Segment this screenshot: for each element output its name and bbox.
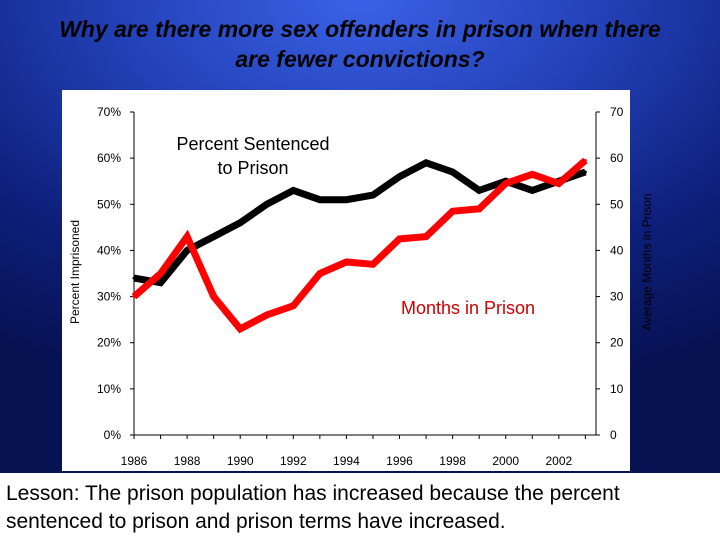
data-point-percent-sentenced xyxy=(132,276,136,280)
series-layer xyxy=(131,157,588,334)
right-axis-title: Average Months in Prison xyxy=(640,193,654,330)
left-tick-label: 10% xyxy=(97,382,121,396)
x-tick-label: 2000 xyxy=(492,454,519,468)
data-point-percent-sentenced xyxy=(530,188,534,192)
right-tick-label: 0 xyxy=(610,428,617,442)
data-point-months-in-prison xyxy=(318,272,322,275)
x-tick-label: 1994 xyxy=(333,454,360,468)
right-tick-label: 50 xyxy=(610,197,624,211)
chart-axes xyxy=(133,112,597,436)
x-tick-label: 1998 xyxy=(439,454,466,468)
data-point-months-in-prison xyxy=(291,304,295,308)
right-tick-label: 20 xyxy=(610,336,624,350)
data-point-percent-sentenced xyxy=(291,188,295,192)
left-axis-title: Percent Imprisoned xyxy=(68,220,82,324)
data-point-months-in-prison xyxy=(530,172,534,176)
right-tick-label: 40 xyxy=(610,243,624,257)
left-axis-ticks: 0% 10% 20% 30% 40% 50% 60% 70% xyxy=(97,105,134,442)
data-point-months-in-prison xyxy=(583,158,587,162)
data-point-months-in-prison xyxy=(344,260,348,264)
data-point-percent-sentenced xyxy=(318,198,322,202)
x-tick-label: 2002 xyxy=(545,454,572,468)
data-point-percent-sentenced xyxy=(477,188,481,192)
data-point-percent-sentenced xyxy=(212,235,216,239)
data-point-percent-sentenced xyxy=(424,161,428,165)
annotation-months-in-prison: Months in Prison xyxy=(401,298,535,318)
data-point-months-in-prison xyxy=(212,295,216,299)
x-tick-label: 1996 xyxy=(386,454,413,468)
data-point-months-in-prison xyxy=(265,313,269,317)
data-point-percent-sentenced xyxy=(185,248,189,252)
right-tick-label: 30 xyxy=(610,290,624,304)
lesson-caption: Lesson: The prison population has increa… xyxy=(6,482,620,533)
x-tick-label: 1992 xyxy=(280,454,307,468)
data-point-months-in-prison xyxy=(132,295,136,299)
data-point-months-in-prison xyxy=(557,182,561,186)
data-point-percent-sentenced xyxy=(398,175,402,179)
left-tick-label: 60% xyxy=(97,151,121,165)
data-point-percent-sentenced xyxy=(265,202,269,206)
data-point-months-in-prison xyxy=(477,207,481,211)
data-point-months-in-prison xyxy=(424,235,428,239)
caption-box xyxy=(0,473,720,540)
right-axis-ticks: 0 10 20 30 40 50 60 70 xyxy=(596,105,624,442)
x-tick-label: 1988 xyxy=(174,454,201,468)
left-tick-label: 20% xyxy=(97,336,121,350)
left-tick-label: 50% xyxy=(97,197,121,211)
left-tick-label: 30% xyxy=(97,290,121,304)
data-point-months-in-prison xyxy=(504,182,508,186)
data-point-months-in-prison xyxy=(371,262,375,266)
data-point-months-in-prison xyxy=(398,237,402,241)
data-point-percent-sentenced xyxy=(371,193,375,197)
x-tick-label: 1990 xyxy=(227,454,254,468)
data-point-months-in-prison xyxy=(185,235,189,239)
left-tick-label: 0% xyxy=(104,428,122,442)
data-point-months-in-prison xyxy=(159,272,163,275)
slide-title: Why are there more sex offenders in pris… xyxy=(59,16,661,72)
data-point-percent-sentenced xyxy=(159,281,163,285)
data-point-percent-sentenced xyxy=(583,170,587,174)
annotation-percent-sentenced-line2: to Prison xyxy=(217,158,288,178)
data-point-percent-sentenced xyxy=(451,170,455,174)
right-tick-label: 70 xyxy=(610,105,624,119)
right-tick-label: 60 xyxy=(610,151,624,165)
x-tick-label: 1986 xyxy=(121,454,148,468)
series-line-months-in-prison xyxy=(131,157,588,334)
right-tick-label: 10 xyxy=(610,382,624,396)
data-point-months-in-prison xyxy=(238,327,242,331)
data-point-percent-sentenced xyxy=(344,198,348,202)
left-tick-label: 40% xyxy=(97,243,121,257)
x-axis-ticks: 1986 1988 1990 1992 1994 1996 1998 2000 2002 xyxy=(121,435,586,468)
left-tick-label: 70% xyxy=(97,105,121,119)
data-point-months-in-prison xyxy=(451,209,455,213)
annotation-percent-sentenced-line1: Percent Sentenced xyxy=(176,134,329,154)
data-point-percent-sentenced xyxy=(238,221,242,225)
